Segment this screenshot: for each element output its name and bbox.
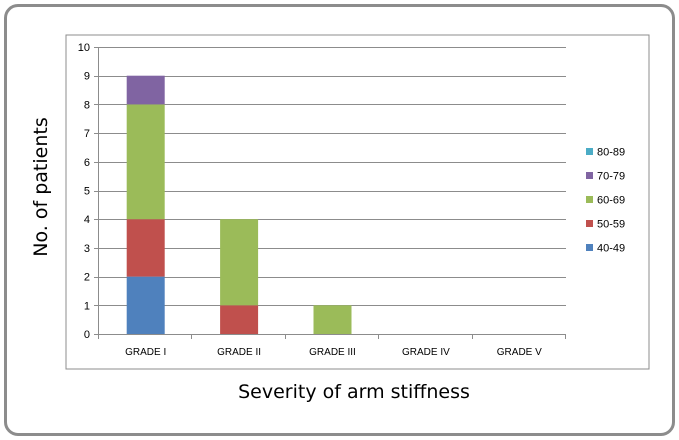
bar-segment (220, 305, 259, 334)
legend-item[interactable]: 70-79 (586, 171, 625, 183)
legend-swatch (586, 148, 593, 155)
y-tick-labels: 0 1 2 3 4 5 6 7 8 9 10 (78, 42, 90, 341)
legend-item[interactable]: 40-49 (586, 243, 625, 255)
legend-item[interactable]: 50-59 (586, 219, 625, 231)
gridlines (99, 47, 566, 306)
x-tick-labels: GRADE I GRADE II GRADE III GRADE IV GRADE V (125, 347, 542, 358)
bar-segment (126, 219, 165, 277)
bar-segment (126, 276, 165, 334)
y-tick-label: 0 (84, 329, 90, 341)
legend-label: 60-69 (597, 195, 625, 207)
legend-label: 40-49 (597, 243, 625, 255)
x-tick-label: GRADE V (497, 347, 542, 358)
legend-label: 70-79 (597, 171, 625, 183)
y-axis-title: No. of patients (30, 117, 52, 256)
bar-segment (313, 305, 352, 334)
y-tick-label: 5 (84, 186, 90, 198)
y-tick-label: 4 (84, 214, 90, 226)
y-tick-label: 10 (78, 42, 90, 54)
bars-group (126, 75, 352, 334)
y-tick-label: 3 (84, 243, 90, 255)
y-tick-label: 2 (84, 272, 90, 284)
bar-segment (220, 219, 259, 306)
x-tick-label: GRADE IV (402, 347, 450, 358)
legend-swatch (586, 220, 593, 227)
legend-item[interactable]: 60-69 (586, 195, 625, 207)
x-tick-label: GRADE III (309, 347, 356, 358)
x-axis-title: Severity of arm stiffness (238, 381, 470, 403)
bar-segment (126, 104, 165, 220)
legend-swatch (586, 172, 593, 179)
y-tick-label: 7 (84, 128, 90, 140)
legend[interactable]: 80-89 70-79 60-69 50-59 40-49 (586, 147, 625, 255)
legend-item[interactable]: 80-89 (586, 147, 625, 159)
y-tick-label: 9 (84, 71, 90, 83)
axes (94, 47, 566, 339)
bar-segment (126, 75, 165, 105)
legend-swatch (586, 196, 593, 203)
x-tick-label: GRADE II (217, 347, 261, 358)
legend-label: 50-59 (597, 219, 625, 231)
y-tick-label: 1 (84, 300, 90, 312)
y-tick-label: 6 (84, 157, 90, 169)
legend-label: 80-89 (597, 147, 625, 159)
legend-swatch (586, 244, 593, 251)
x-tick-label: GRADE I (125, 347, 166, 358)
y-tick-label: 8 (84, 99, 90, 111)
